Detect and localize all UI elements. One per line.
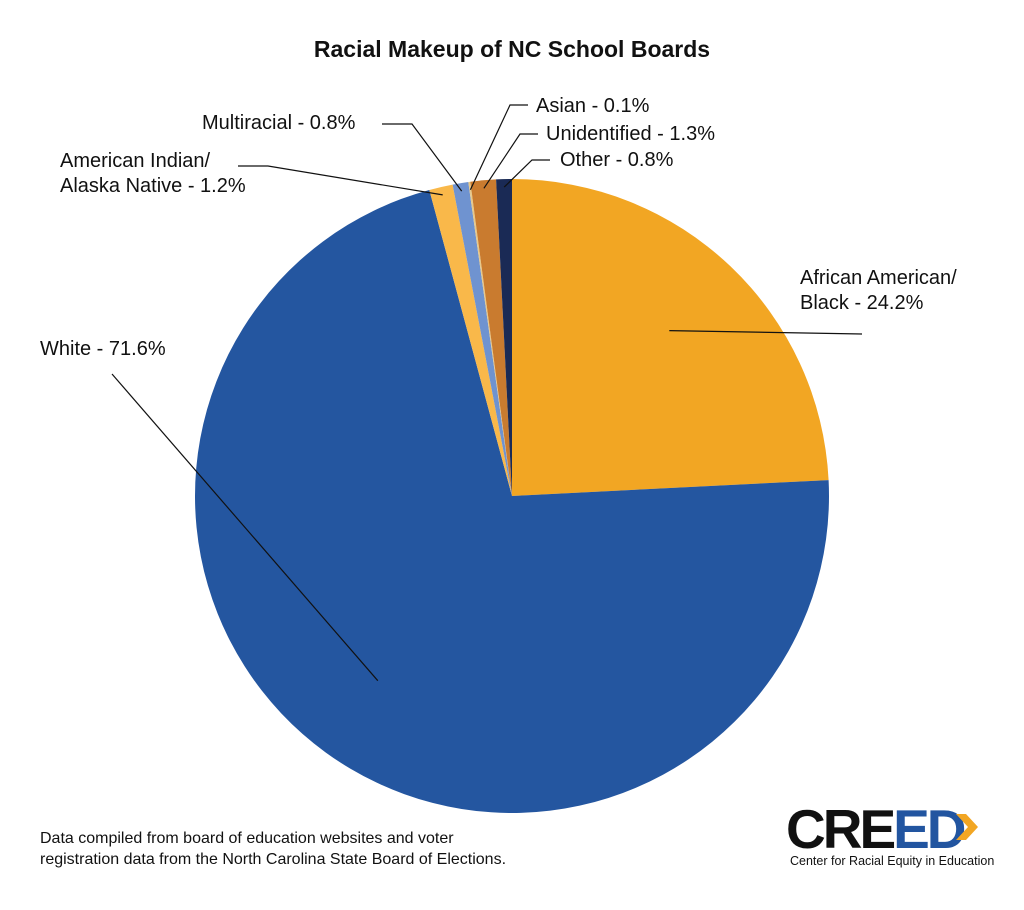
chevron-right-icon [956,814,978,840]
pie-slice-asian [468,181,512,496]
leader-line [238,165,443,196]
slice-label-line: Alaska Native - 1.2% [60,175,246,197]
source-note: Data compiled from board of education we… [40,828,506,870]
leader-line [111,373,379,682]
logo-word-black: CRE [786,798,896,860]
slice-label-line: White - 71.6% [40,338,166,360]
leader-line [469,104,528,191]
slice-label-line: Unidentified - 1.3% [546,123,715,145]
slice-label: White - 71.6% [40,337,166,362]
slice-label-line: Other - 0.8% [560,149,674,171]
chart-title: Racial Makeup of NC School Boards [313,36,711,62]
slice-label-line: Multiracial - 0.8% [202,112,356,134]
logo-word-blue: ED [893,798,966,860]
leader-line [669,330,863,335]
pie-slice-white [195,189,830,813]
slice-label: African American/Black - 24.2% [800,266,957,316]
slice-label: Multiracial - 0.8% [202,111,355,136]
slice-label: Unidentified - 1.3% [546,122,715,147]
leader-line [503,159,550,188]
leader-line [483,133,538,189]
slice-label-line: African American/ [800,267,957,289]
logo-wordmark: CREED [786,798,967,860]
slice-label: Asian - 0.1% [536,94,649,119]
slice-label-line: Asian - 0.1% [536,95,650,117]
slice-label-line: American Indian/ [60,150,211,172]
leader-line [382,123,463,192]
slice-label-line: Black - 24.2% [800,292,924,314]
creed-logo: CREED Center for Racial Equity in Educat… [786,798,994,872]
logo-caption: Center for Racial Equity in Education [790,854,995,868]
slice-label: Other - 0.8% [560,148,673,173]
slice-label: American Indian/Alaska Native - 1.2% [60,149,246,199]
pie-slice-multiracial [452,182,512,496]
pie-slice-african-american-black [512,179,829,496]
pie-slice-american-indian-alaska-native [429,184,512,497]
pie-slice-other [496,179,512,496]
source-note-line-2: registration data from the North Carolin… [40,851,507,868]
source-note-line-1: Data compiled from board of education we… [40,830,454,847]
pie-slice-unidentified [470,179,512,496]
